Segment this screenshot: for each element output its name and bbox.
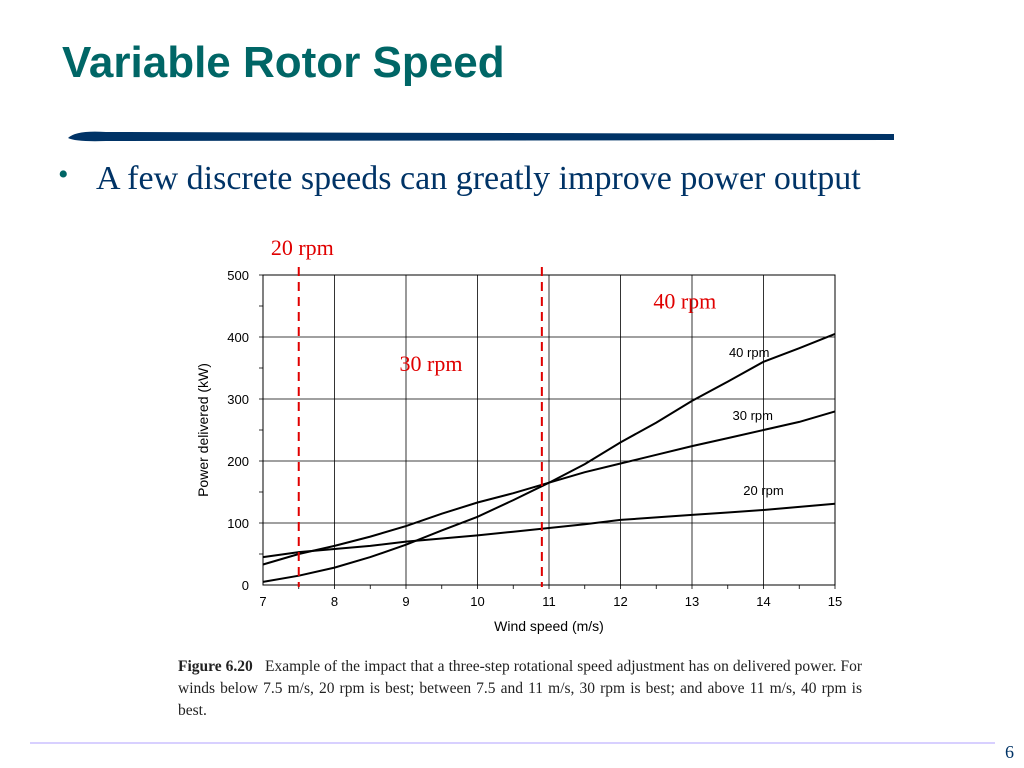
series-label: 40 rpm (729, 345, 769, 360)
x-tick-label: 9 (402, 594, 409, 609)
series-label: 20 rpm (743, 483, 783, 498)
y-tick-label: 0 (242, 578, 249, 593)
caption-label: Figure 6.20 (178, 658, 253, 675)
region-annotation: 30 rpm (400, 351, 463, 376)
series-label: 30 rpm (733, 408, 773, 423)
x-tick-label: 10 (470, 594, 484, 609)
x-tick-label: 13 (685, 594, 699, 609)
figure-caption: Figure 6.20 Example of the impact that a… (178, 656, 862, 722)
bullet-marker: • (58, 158, 69, 191)
x-tick-label: 7 (259, 594, 266, 609)
footer-divider (30, 742, 995, 744)
series-line-30-rpm (262, 410, 836, 566)
y-tick-label: 200 (227, 454, 249, 469)
x-tick-label: 11 (542, 594, 556, 609)
y-axis-label: Power delivered (kW) (195, 363, 211, 497)
title-underline (68, 131, 894, 142)
x-tick-label: 14 (756, 594, 770, 609)
slide-title: Variable Rotor Speed (62, 38, 505, 87)
x-axis-label: Wind speed (m/s) (494, 618, 604, 634)
caption-text: Example of the impact that a three-step … (178, 658, 862, 719)
region-annotation: 40 rpm (653, 288, 716, 313)
y-tick-label: 400 (227, 330, 249, 345)
x-tick-label: 12 (613, 594, 627, 609)
page-number: 6 (1005, 742, 1014, 762)
y-tick-label: 100 (227, 516, 249, 531)
power-vs-wind-chart: 7 8 9 10 11 12 13 14 15 0 100 200 300 400 500 Wind spee… (195, 235, 842, 634)
plot-frame (262, 274, 836, 586)
series-line-20-rpm (262, 502, 836, 559)
region-annotation: 20 rpm (271, 235, 334, 260)
bullet-text: A few discrete speeds can greatly improv… (96, 160, 861, 197)
x-tick-label: 15 (828, 594, 842, 609)
x-tick-label: 8 (331, 594, 338, 609)
y-tick-label: 500 (227, 268, 249, 283)
y-tick-label: 300 (227, 392, 249, 407)
